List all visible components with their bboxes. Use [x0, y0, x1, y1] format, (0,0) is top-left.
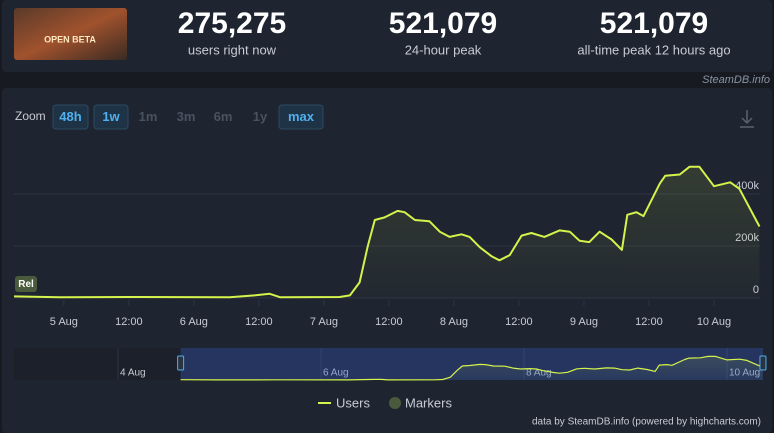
navigator-handle[interactable] — [177, 355, 185, 371]
navigator-line-area — [180, 356, 763, 380]
x-tick-label: 9 Aug — [570, 316, 598, 328]
stat-value: 275,275 — [178, 7, 286, 40]
zoom-button[interactable] — [93, 104, 129, 130]
annotation-flag — [15, 276, 37, 292]
zoom-button[interactable] — [278, 104, 324, 130]
source[interactable]: SteamDB.info — [702, 74, 770, 86]
x-tick-label: 12:00 — [115, 316, 143, 328]
navigator-handle[interactable] — [759, 355, 767, 371]
navigator-line — [180, 355, 763, 381]
x-tick-label: 12:00 — [505, 316, 533, 328]
annotation-label: Rel — [18, 279, 34, 290]
navigator-tick-label: 4 Aug — [120, 368, 146, 379]
game-thumbnail[interactable] — [14, 8, 127, 60]
zoom-button-label[interactable]: max — [288, 109, 315, 124]
stat-label: all-time peak 12 hours ago — [577, 42, 730, 57]
zoom-label: Zoom — [15, 109, 46, 123]
zoom-button-label[interactable]: 3m — [177, 109, 196, 124]
thumbnail-text: OPEN BETA — [44, 34, 96, 44]
x-tick-label: 10 Aug — [697, 316, 731, 328]
zoom-button-label[interactable]: 48h — [59, 109, 81, 124]
zoom-button-label[interactable]: 1m — [139, 109, 158, 124]
stat-label: users right now — [188, 42, 277, 57]
credit: data by SteamDB.info (powered by highcha… — [532, 417, 761, 428]
chart: 275,275 users right now 521,079 24-hour pea… — [13, 7, 767, 428]
stat-label: 24-hour peak — [405, 42, 482, 57]
navigator-tick-label: 6 Aug — [323, 368, 349, 379]
x-tick-label: 12:00 — [635, 316, 663, 328]
x-tick-label: 5 Aug — [50, 316, 78, 328]
legend-label[interactable]: Markers — [405, 395, 452, 410]
stats-panel — [2, 0, 772, 72]
stat-value: 521,079 — [389, 7, 497, 40]
download-icon[interactable] — [740, 110, 754, 128]
stat-value: 521,079 — [600, 7, 708, 40]
x-tick-label: 12:00 — [245, 316, 273, 328]
x-tick-label: 6 Aug — [180, 316, 208, 328]
legend-label[interactable]: Users — [336, 395, 370, 410]
zoom-button-label[interactable]: 1w — [102, 109, 120, 124]
x-tick-label: 12:00 — [375, 316, 403, 328]
series-line — [13, 165, 761, 299]
y-tick-label: 400k — [735, 180, 759, 192]
x-tick-label: 8 Aug — [440, 316, 468, 328]
zoom-button[interactable] — [52, 104, 89, 130]
x-tick-label: 7 Aug — [310, 316, 338, 328]
zoom-button-label[interactable]: 1y — [253, 109, 268, 124]
legend-symbol — [389, 397, 401, 409]
series-line-area — [14, 166, 760, 298]
zoom-button-label[interactable]: 6m — [214, 109, 233, 124]
